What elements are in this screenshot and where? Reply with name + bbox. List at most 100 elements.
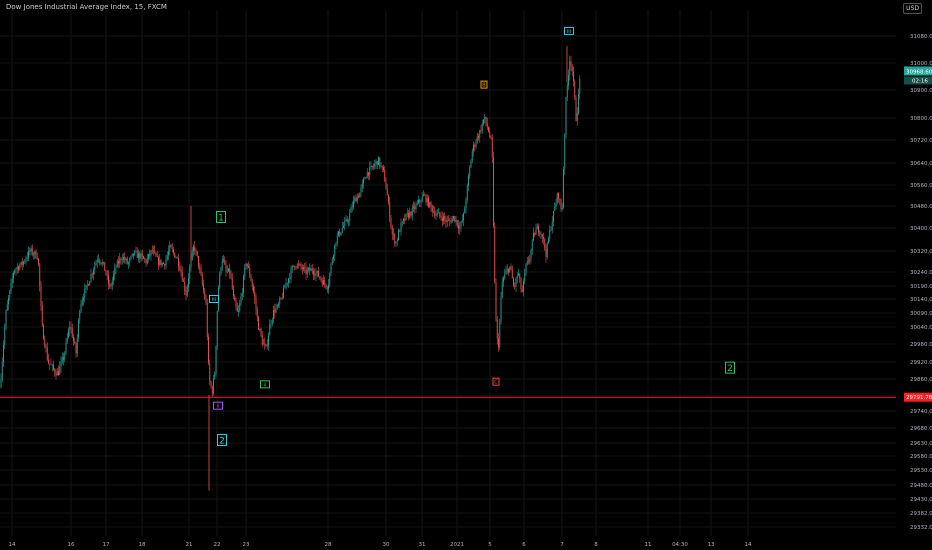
candle-body (470, 160, 472, 168)
candle-body (283, 287, 284, 298)
x-tick-label: 28 (325, 542, 332, 548)
candle-body (308, 268, 309, 270)
candle-body (443, 216, 444, 221)
candle-body (334, 244, 336, 256)
candle-body (571, 66, 573, 72)
candle-body (190, 259, 192, 268)
candle-body (559, 199, 561, 200)
candle-body (346, 219, 348, 222)
candle-body (384, 169, 386, 182)
candle-body (395, 242, 397, 244)
candle-body (524, 272, 526, 281)
candle-body (240, 296, 242, 304)
candle-body (416, 202, 418, 205)
candle-body (224, 260, 226, 265)
y-tick-label: 29530.00 (910, 468, 932, 474)
candle-body (320, 277, 322, 281)
candle-body (26, 257, 28, 259)
currency-badge[interactable]: USD (903, 3, 922, 14)
candle-body (376, 161, 378, 166)
candle-body (175, 257, 177, 258)
candle-body (79, 311, 81, 321)
candle-body (213, 378, 214, 394)
candle-body (561, 207, 563, 210)
x-tick-label: 13 (708, 542, 715, 548)
candle-body (366, 172, 368, 178)
candle-body (234, 295, 236, 301)
candle-body (133, 253, 134, 256)
candle-body (441, 217, 443, 221)
candle-body (263, 343, 264, 345)
candle-body (48, 359, 49, 364)
candle-body (128, 262, 129, 264)
candle-body (170, 245, 172, 248)
x-tick-label: 5 (488, 542, 492, 548)
candle-body (33, 254, 34, 255)
candle-body (119, 258, 121, 264)
candle-body (495, 282, 497, 320)
candle-body (265, 344, 267, 347)
candle-body (184, 281, 186, 291)
candle-body (238, 311, 239, 312)
candle-body (121, 259, 123, 261)
candle-body (514, 285, 516, 287)
candle-body (35, 251, 37, 259)
candle-body (491, 137, 493, 158)
candle-body (565, 97, 567, 135)
candle-body (324, 280, 326, 285)
candle-body (414, 206, 416, 210)
candle-body (0, 379, 2, 387)
candle-body (278, 304, 279, 306)
candle-body (440, 215, 442, 218)
candle-body (349, 213, 351, 221)
candle-body (91, 273, 93, 275)
x-tick-label: 17 (103, 542, 110, 548)
candle-body (396, 239, 398, 243)
candle-body (246, 263, 248, 267)
candle-body (564, 134, 566, 170)
candle-body (225, 264, 227, 272)
candle-body (311, 268, 313, 272)
candle-body (518, 273, 519, 276)
candle-body (546, 242, 548, 257)
candle-body (379, 157, 381, 167)
candle-body (44, 339, 46, 347)
candle-body (578, 94, 579, 114)
candle-body (39, 263, 41, 287)
candle-body (488, 127, 489, 132)
x-tick-label: 30 (383, 542, 390, 548)
candle-body (305, 267, 307, 275)
candle-body (211, 387, 213, 394)
chart-title: Dow Jones Industrial Average Index, 15, … (6, 3, 167, 11)
candle-body (444, 216, 446, 220)
candle-body (201, 274, 203, 285)
candle-body (15, 268, 17, 271)
y-tick-label: 29580.00 (910, 454, 932, 460)
candle-body (138, 253, 139, 258)
candle-body (295, 267, 297, 269)
candle-body (156, 256, 158, 257)
candle-body (176, 257, 178, 259)
y-tick-label: 30720.00 (910, 138, 932, 144)
candle-body (178, 258, 179, 267)
candle-body (61, 357, 63, 362)
horizontal-line-label: 29791.78 (906, 395, 932, 401)
candle-body (383, 167, 384, 170)
candle-body (269, 324, 271, 336)
candle-body (164, 264, 166, 266)
candle-body (469, 167, 471, 177)
candle-body (85, 285, 87, 289)
candle-body (145, 259, 147, 264)
candle-body (268, 335, 269, 346)
candle-body (375, 161, 377, 165)
candle-body (126, 258, 128, 264)
candle-body (244, 267, 246, 277)
candle-body (316, 270, 318, 273)
candle-body (568, 74, 569, 86)
candle-body (199, 266, 201, 269)
candle-body (401, 221, 403, 223)
y-tick-label: 29332.00 (910, 525, 932, 531)
candle-body (28, 250, 29, 258)
candle-body (275, 307, 277, 313)
